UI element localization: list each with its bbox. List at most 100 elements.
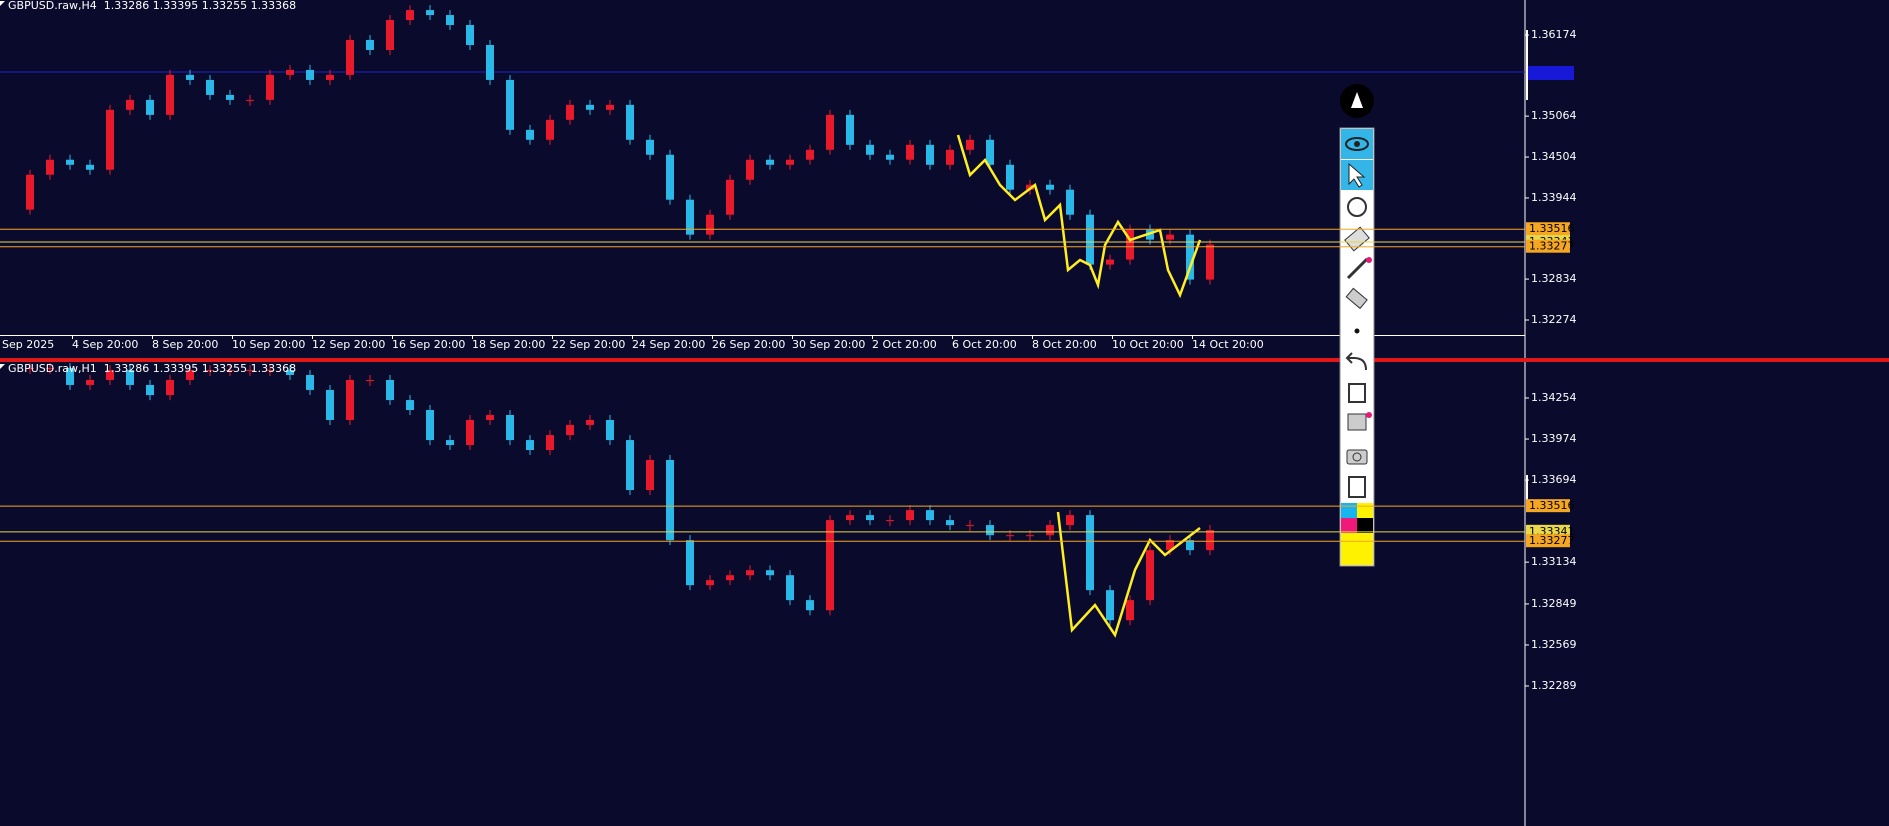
candle	[546, 435, 554, 451]
candle	[26, 367, 34, 369]
candle	[66, 367, 74, 385]
candle	[526, 440, 534, 451]
x-tick-label: 22 Sep 20:00	[552, 338, 625, 351]
candle	[226, 370, 234, 372]
candle	[586, 104, 594, 110]
candle	[486, 45, 494, 80]
chart-corner-marker	[0, 1, 5, 6]
candle	[806, 600, 814, 611]
candle	[1106, 259, 1114, 265]
candle	[426, 10, 434, 16]
shape-tool[interactable]	[1344, 226, 1370, 252]
candle	[806, 149, 814, 160]
x-tick-label: 4 Sep 20:00	[72, 338, 138, 351]
candle	[86, 379, 94, 385]
candle	[666, 154, 674, 200]
candle	[466, 24, 474, 46]
candle	[846, 515, 854, 521]
delete-tool[interactable]	[1348, 383, 1366, 403]
candle	[1126, 600, 1134, 621]
candle	[46, 367, 54, 369]
candle	[46, 159, 54, 175]
candle	[446, 15, 454, 25]
chart-panel[interactable]	[26, 362, 1214, 626]
color-swatch[interactable]	[1357, 518, 1373, 533]
candle	[526, 129, 534, 140]
color-swatch[interactable]	[1341, 518, 1357, 533]
candle	[746, 570, 754, 576]
candle	[1006, 164, 1014, 190]
candle	[1186, 234, 1194, 280]
level-label: 1.33277	[1529, 240, 1575, 253]
candle	[946, 149, 954, 165]
level-label: 1.33516	[1529, 499, 1575, 512]
candle	[1186, 540, 1194, 551]
x-tick-label: 10 Oct 20:00	[1112, 338, 1184, 351]
candle	[1046, 184, 1054, 190]
x-tick-label: 24 Sep 20:00	[632, 338, 705, 351]
level-label: 1.33516	[1529, 222, 1575, 235]
candle	[386, 379, 394, 401]
eye-icon	[1345, 137, 1369, 151]
candle	[406, 10, 414, 21]
candle	[686, 540, 694, 586]
y-tick-label: 1.34504	[1531, 150, 1577, 163]
candle	[626, 104, 634, 140]
candle	[106, 370, 114, 380]
candle	[886, 520, 894, 522]
x-tick-label: 8 Oct 20:00	[1032, 338, 1097, 351]
candle	[466, 419, 474, 446]
candle	[386, 20, 394, 50]
color-swatch[interactable]	[1357, 503, 1373, 518]
y-tick-label: 1.32849	[1531, 597, 1577, 610]
candle	[166, 379, 174, 396]
template-tool[interactable]	[1347, 413, 1367, 431]
chart-corner-marker	[0, 364, 5, 369]
line-tool[interactable]	[1346, 257, 1369, 280]
candle	[886, 154, 894, 160]
candle	[366, 39, 374, 50]
candle	[186, 74, 194, 80]
candle	[966, 139, 974, 150]
chart-panel[interactable]	[26, 5, 1214, 285]
candle	[746, 159, 754, 180]
drawn-annotation	[956, 134, 1202, 299]
x-tick-label: Sep 2025	[2, 338, 54, 351]
screenshot-tool[interactable]	[1346, 449, 1368, 465]
drawing-toolbar	[1339, 84, 1375, 567]
candle	[306, 69, 314, 80]
candle	[226, 94, 234, 100]
x-tick-label: 14 Oct 20:00	[1192, 338, 1264, 351]
magnet-tool[interactable]	[1347, 197, 1367, 217]
color-swatch[interactable]	[1341, 533, 1373, 565]
candle	[86, 164, 94, 170]
drawn-annotation	[1056, 511, 1201, 638]
toolbar-panel	[1339, 127, 1375, 567]
candle	[306, 374, 314, 390]
candle	[246, 370, 254, 372]
level-tag	[1526, 239, 1570, 253]
candle	[866, 144, 874, 155]
candle	[1206, 244, 1214, 280]
dot-tool[interactable]	[1354, 328, 1360, 334]
y-tick-label: 1.33134	[1531, 555, 1577, 568]
clipboard-tool[interactable]	[1348, 476, 1366, 498]
undo-tool[interactable]	[1345, 352, 1367, 371]
candle	[826, 520, 834, 611]
candle	[706, 214, 714, 235]
color-swatch[interactable]	[1341, 503, 1357, 518]
y-tick-label: 1.33694	[1531, 473, 1577, 486]
camera-lens	[1352, 452, 1362, 462]
candle	[666, 459, 674, 541]
candle	[346, 379, 354, 420]
scroll-marker	[1526, 30, 1528, 100]
eraser-tool[interactable]	[1345, 287, 1368, 310]
candle	[346, 39, 354, 75]
candle	[626, 440, 634, 491]
window-separator	[0, 358, 1889, 362]
candle	[1086, 214, 1094, 265]
y-tick-label: 1.32569	[1531, 638, 1577, 651]
candle	[566, 424, 574, 436]
candle	[246, 99, 254, 101]
